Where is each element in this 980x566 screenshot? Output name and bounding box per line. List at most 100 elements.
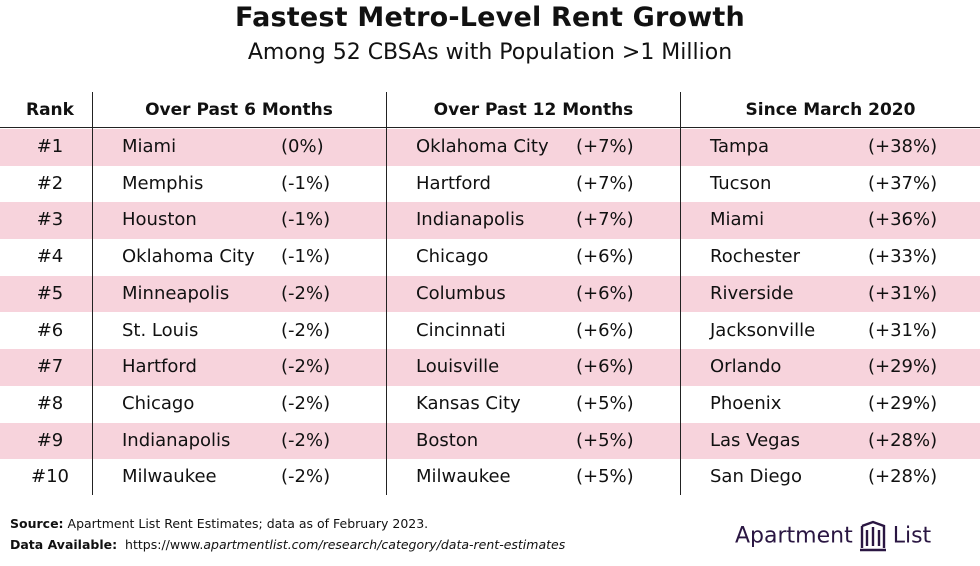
pct-since-march-2020: (+31%) <box>868 319 938 341</box>
city-6-months: Memphis <box>122 172 204 194</box>
pct-since-march-2020: (+37%) <box>868 172 938 194</box>
city-6-months: St. Louis <box>122 319 199 341</box>
column-header-6-months: Over Past 6 Months <box>145 100 333 120</box>
table-row: #3 Houston (-1%) Indianapolis (+7%) Miami (+36… <box>0 202 980 240</box>
table-row: #7 Hartford (-2%) Louisville (+6%) Orlando (+2… <box>0 349 980 386</box>
pct-6-months: (-2%) <box>281 392 331 414</box>
pct-since-march-2020: (+29%) <box>868 356 938 378</box>
city-since-march-2020: Jacksonville <box>710 319 816 341</box>
table-header-row: Rank Over Past 6 Months Over Past 12 Mon… <box>0 92 980 128</box>
column-divider <box>386 92 387 495</box>
city-6-months: Hartford <box>122 356 197 378</box>
pct-6-months: (-1%) <box>281 209 331 231</box>
city-since-march-2020: San Diego <box>710 466 802 488</box>
pct-12-months: (+6%) <box>576 356 634 378</box>
city-12-months: Indianapolis <box>416 209 525 231</box>
rank-cell: #10 <box>31 466 69 488</box>
data-url-link[interactable]: apartmentlist.com/research/category/data… <box>203 537 566 552</box>
header-divider <box>0 127 980 128</box>
rank-cell: #5 <box>36 282 64 304</box>
pct-12-months: (+7%) <box>576 209 634 231</box>
pct-12-months: (+7%) <box>576 136 634 157</box>
rank-cell: #9 <box>36 429 64 451</box>
city-since-march-2020: Tampa <box>710 136 770 157</box>
source-text: Apartment List Rent Estimates; data as o… <box>63 516 429 531</box>
pct-6-months: (-2%) <box>281 319 331 341</box>
city-6-months: Miami <box>122 136 177 157</box>
city-since-march-2020: Orlando <box>710 356 782 378</box>
pct-6-months: (-1%) <box>281 246 331 268</box>
table-row: #2 Memphis (-1%) Hartford (+7%) Tucson (+37%) <box>0 166 980 203</box>
city-12-months: Hartford <box>416 172 491 194</box>
table-row: #8 Chicago (-2%) Kansas City (+5%) Phoenix (+2… <box>0 386 980 423</box>
rank-cell: #7 <box>36 356 64 378</box>
chart-title: Fastest Metro-Level Rent Growth <box>235 2 745 33</box>
pct-since-march-2020: (+38%) <box>868 136 938 157</box>
pct-6-months: (0%) <box>281 136 324 157</box>
pct-since-march-2020: (+33%) <box>868 246 938 268</box>
source-label: Source: <box>10 516 64 531</box>
pct-12-months: (+6%) <box>576 282 634 304</box>
city-12-months: Milwaukee <box>416 466 511 488</box>
column-header-rank: Rank <box>26 100 74 120</box>
table-row: #5 Minneapolis (-2%) Columbus (+6%) Riverside… <box>0 275 980 313</box>
city-12-months: Oklahoma City <box>416 136 549 157</box>
table-row: #10 Milwaukee (-2%) Milwaukee (+5%) San Diego… <box>0 459 980 496</box>
pct-12-months: (+5%) <box>576 392 634 414</box>
pct-since-march-2020: (+29%) <box>868 392 938 414</box>
pct-6-months: (-2%) <box>281 356 331 378</box>
pct-12-months: (+5%) <box>576 466 634 488</box>
city-since-march-2020: Miami <box>710 209 765 231</box>
column-header-12-months: Over Past 12 Months <box>433 100 634 120</box>
pct-6-months: (-1%) <box>281 172 331 194</box>
pct-since-march-2020: (+28%) <box>868 466 938 488</box>
city-since-march-2020: Tucson <box>710 172 772 194</box>
city-since-march-2020: Las Vegas <box>710 429 800 451</box>
apartment-list-logo-icon <box>859 520 886 552</box>
pct-12-months: (+7%) <box>576 172 634 194</box>
city-12-months: Cincinnati <box>416 319 506 341</box>
rank-cell: #4 <box>36 246 64 268</box>
column-header-since-march-2020: Since March 2020 <box>745 100 916 120</box>
city-6-months: Minneapolis <box>122 282 230 304</box>
city-6-months: Houston <box>122 209 197 231</box>
data-availability-note: Data Available: https://www.apartmentlis… <box>10 537 565 552</box>
table-row: #1 Miami (0%) Oklahoma City (+7%) Tampa (+38%) <box>0 129 980 166</box>
logo-word-apartment: Apartment <box>735 523 853 549</box>
city-6-months: Indianapolis <box>122 429 231 451</box>
city-12-months: Chicago <box>416 246 489 268</box>
pct-6-months: (-2%) <box>281 429 331 451</box>
city-12-months: Kansas City <box>416 392 521 414</box>
chart-subtitle: Among 52 CBSAs with Population >1 Millio… <box>247 40 733 65</box>
city-12-months: Boston <box>416 429 479 451</box>
city-since-march-2020: Riverside <box>710 282 794 304</box>
rank-cell: #6 <box>36 319 64 341</box>
table-row: #6 St. Louis (-2%) Cincinnati (+6%) Jacksonvi… <box>0 313 980 350</box>
city-6-months: Oklahoma City <box>122 246 255 268</box>
pct-12-months: (+5%) <box>576 429 634 451</box>
rank-cell: #2 <box>36 172 64 194</box>
column-divider <box>92 92 93 495</box>
rent-growth-table: Rank Over Past 6 Months Over Past 12 Mon… <box>0 92 980 495</box>
column-divider <box>680 92 681 495</box>
table-row: #9 Indianapolis (-2%) Boston (+5%) Las Vegas (… <box>0 422 980 460</box>
pct-since-march-2020: (+28%) <box>868 429 938 451</box>
table-row: #4 Oklahoma City (-1%) Chicago (+6%) Rocheste… <box>0 239 980 276</box>
city-6-months: Milwaukee <box>122 466 217 488</box>
pct-6-months: (-2%) <box>281 466 331 488</box>
pct-12-months: (+6%) <box>576 246 634 268</box>
data-available-label: Data Available: <box>10 537 118 552</box>
data-url-prefix: https://www. <box>117 537 204 552</box>
source-note: Source: Apartment List Rent Estimates; d… <box>10 516 428 531</box>
pct-12-months: (+6%) <box>576 319 634 341</box>
city-since-march-2020: Rochester <box>710 246 800 268</box>
pct-6-months: (-2%) <box>281 282 331 304</box>
apartment-list-logo: Apartment List <box>735 520 931 556</box>
city-6-months: Chicago <box>122 392 195 414</box>
city-since-march-2020: Phoenix <box>710 392 782 414</box>
logo-word-list: List <box>892 523 932 549</box>
pct-since-march-2020: (+31%) <box>868 282 938 304</box>
rank-cell: #1 <box>36 136 64 157</box>
city-12-months: Columbus <box>416 282 506 304</box>
rank-cell: #3 <box>36 209 64 231</box>
